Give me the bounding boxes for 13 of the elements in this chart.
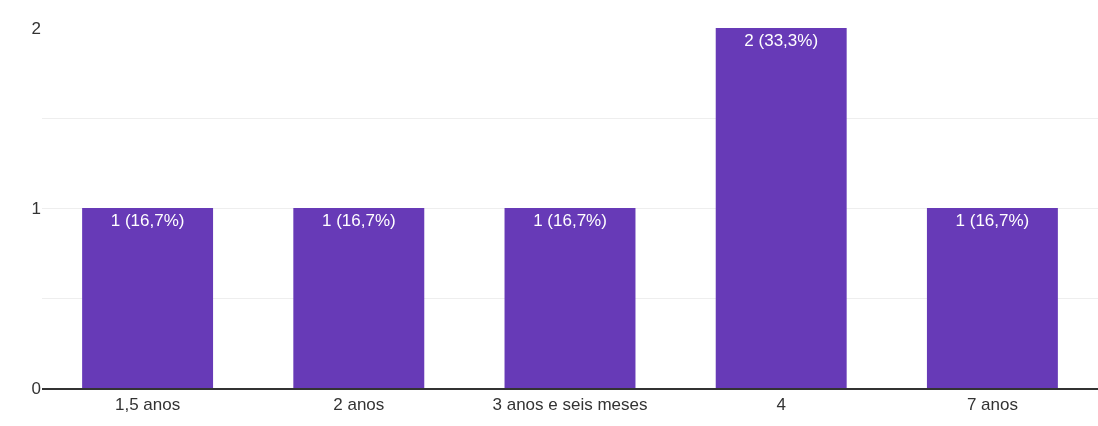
x-tick-label: 3 anos e seis meses [492, 395, 648, 415]
data-label: 1 (16,7%) [955, 211, 1030, 230]
data-label: 1 (16,7%) [110, 211, 185, 230]
data-label: 1 (16,7%) [321, 211, 396, 230]
y-tick-label: 0 [31, 378, 41, 398]
x-tick-label: 7 anos [966, 395, 1018, 415]
x-tick-label: 1,5 anos [114, 395, 181, 415]
y-tick-label: 1 [31, 198, 41, 218]
data-label: 2 (33,3%) [744, 31, 819, 50]
x-tick-label: 4 [776, 395, 786, 415]
data-label: 1 (16,7%) [533, 211, 607, 230]
x-tick-label: 2 anos [333, 395, 385, 415]
y-tick-label: 2 [31, 18, 41, 38]
